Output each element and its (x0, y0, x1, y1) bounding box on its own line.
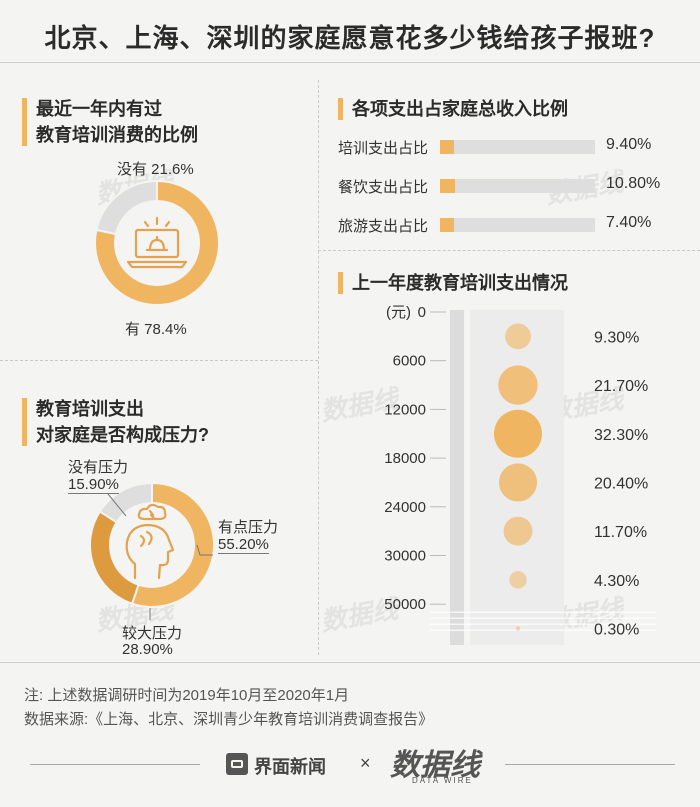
y-tick-label: 12000 (384, 401, 426, 418)
bubble-point (498, 463, 538, 502)
bubble-value-label: 21.70% (594, 378, 648, 395)
donut1-hole (114, 200, 200, 286)
donut2-hole (109, 502, 195, 588)
expense-value: 7.40% (606, 214, 652, 231)
bubble-value-label: 11.70% (594, 524, 647, 541)
y-tick-label: 0 (418, 304, 426, 321)
footer-line-right (505, 764, 675, 765)
y-axis-unit: (元) (386, 304, 411, 321)
section2-title: 各项支出占家庭总收入比例 (352, 99, 568, 119)
donut1-label-yes: 有 78.4% (125, 321, 187, 338)
section1-title: 最近一年内有过 教育培训消费的比例 (36, 96, 198, 148)
label-none-name: 没有压力 (68, 459, 129, 476)
bubble-point (498, 365, 538, 405)
expense-value: 9.40% (606, 136, 652, 153)
section3-title-line2: 对家庭是否构成压力? (36, 425, 209, 445)
bubble-point (503, 516, 533, 546)
label-big-name: 较大压力 (122, 625, 183, 642)
section3-title: 教育培训支出 对家庭是否构成压力? (36, 396, 209, 448)
head-icon (125, 503, 175, 580)
expense-row: 餐饮支出占比 10.80% (338, 175, 678, 197)
y-axis-track (450, 310, 464, 645)
expense-label: 旅游支出占比 (338, 218, 429, 235)
section1-title-line1: 最近一年内有过 (36, 99, 162, 119)
y-tick-label: 18000 (384, 450, 426, 467)
label-none-value: 15.90% (68, 476, 119, 494)
y-tick-label: 30000 (384, 548, 426, 565)
y-tick-label: 6000 (393, 353, 426, 370)
section3-title-line1: 教育培训支出 (36, 399, 144, 419)
bubble-point (509, 571, 527, 589)
footer-divider (0, 662, 700, 663)
bubble-value-label: 9.30% (594, 329, 639, 346)
section4-title: 上一年度教育培训支出情况 (352, 273, 568, 293)
title-divider (0, 62, 700, 63)
left-divider (0, 360, 318, 361)
donut-chart-training (94, 179, 220, 306)
section3-accent (22, 398, 27, 446)
bubble-value-label: 20.40% (594, 475, 648, 492)
right-divider (318, 250, 700, 251)
expense-row: 旅游支出占比 7.40% (338, 214, 678, 236)
brand-datawire-sub: DATA WIRE (412, 776, 473, 785)
page-title: 北京、上海、深圳的家庭愿意花多少钱给孩子报班? (44, 23, 656, 53)
bubble-chart: (元) 0 6000 12000 18000 24000 30000 50000 9.30% 21… (384, 304, 656, 639)
bubble-point (515, 626, 521, 631)
section1-accent (22, 98, 27, 146)
vertical-divider (318, 80, 319, 655)
brand-jiemian: 界面新闻 (254, 757, 326, 777)
label-big-value: 28.90% (122, 641, 173, 658)
bubble-value-label: 0.30% (594, 622, 639, 639)
footer-line-left (30, 764, 200, 765)
footer-source: 数据来源:《上海、北京、深圳青少年教育培训消费调查报告》 (24, 711, 434, 728)
y-tick-label: 50000 (384, 596, 426, 613)
expense-value: 10.80% (606, 175, 661, 192)
section4-accent (338, 272, 343, 294)
bubble-value-label: 32.30% (594, 427, 648, 444)
expense-track (440, 218, 595, 232)
section2-accent (338, 98, 343, 120)
bubble-value-label: 4.30% (594, 573, 639, 590)
y-tick-label: 24000 (384, 499, 426, 516)
donut-chart-pressure (89, 481, 215, 608)
expense-track (440, 140, 595, 154)
brand-cross: × (360, 753, 371, 773)
section1-title-line2: 教育培训消费的比例 (36, 125, 198, 145)
jiemian-logo-icon (226, 753, 248, 775)
expense-label: 餐饮支出占比 (338, 179, 429, 196)
brand-datawire-logo: 数据线 (390, 749, 480, 782)
donut1-label-no: 没有 21.6% (117, 161, 194, 178)
footer-note: 注: 上述数据调研时间为2019年10月至2020年1月 (24, 687, 350, 704)
label-some-value: 55.20% (218, 536, 269, 554)
expense-bar (440, 218, 454, 232)
laptop-icon (126, 216, 188, 269)
expense-label: 培训支出占比 (338, 140, 429, 157)
bubble-point (505, 323, 531, 350)
expense-row: 培训支出占比 9.40% (338, 136, 678, 158)
label-some-name: 有点压力 (218, 519, 279, 536)
bubble-point (494, 409, 542, 458)
expense-track (440, 179, 595, 193)
expense-bar (440, 140, 454, 154)
expense-bar (440, 179, 456, 193)
